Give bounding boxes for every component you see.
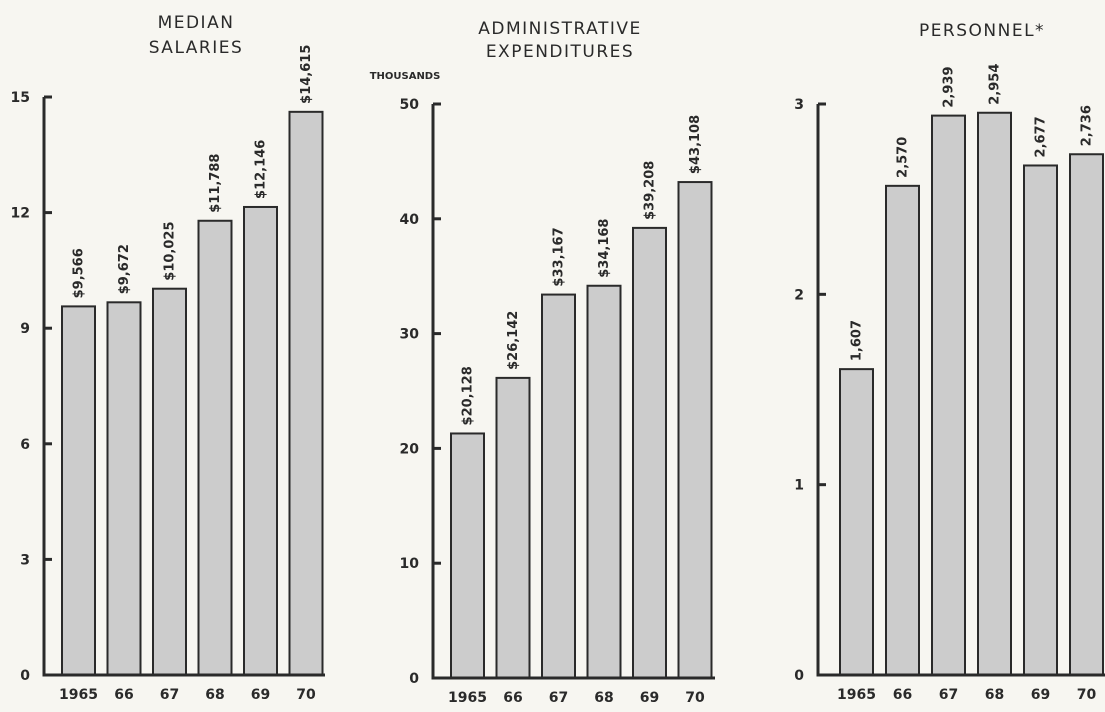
data-label: 1,607 [850,320,865,361]
bar [541,293,576,679]
bar [152,287,187,676]
chart-panel-3: PERSONNEL* 1,607 2,570 2,939 2,954 2,677 2,736… [794,21,1105,703]
chart-panel-1: MEDIAN SALARIES $9,566 $9,672 $10,025 $11,788… [11,13,325,703]
x-tick-label: 1965 [59,687,98,703]
bar [243,205,278,677]
x-tick-label: 69 [1031,687,1050,703]
y-tick-label: 30 [400,327,420,343]
y-tick-label: 6 [20,437,30,453]
y-tick-label: 2 [794,287,804,303]
chart-title-line: EXPENDITURES [486,42,634,62]
y-tick-label: 10 [400,556,420,572]
bar [495,376,531,679]
x-tick-label: 1965 [448,690,487,706]
data-label: $12,146 [254,140,269,199]
y-tick-label: 0 [20,668,30,684]
bar [288,110,324,677]
data-label: $33,167 [552,227,567,286]
bar [586,284,622,679]
x-tick-label: 70 [685,690,705,706]
y-tick-label: 1 [794,478,804,494]
bar [885,184,920,677]
x-tick-label: 68 [205,687,224,703]
x-tick-label: 69 [251,687,270,703]
chart-title-line: SALARIES [149,38,244,58]
data-label: 2,736 [1080,105,1095,146]
bar [977,111,1012,677]
data-label: 2,954 [988,64,1003,105]
bar [1023,164,1058,676]
chart-title-line: ADMINISTRATIVE [478,19,642,39]
y-tick-label: 50 [400,97,420,113]
chart-title-line: MEDIAN [158,13,235,33]
x-tick-label: 68 [985,687,1004,703]
y-tick-label: 3 [20,552,30,568]
data-label: $20,128 [461,366,476,425]
y-tick-label: 9 [20,321,30,337]
bar [197,219,233,676]
bar [450,432,485,680]
data-label: $11,788 [208,154,223,213]
y-tick-label: 40 [400,212,420,228]
bar [1069,153,1104,677]
data-label: $9,672 [117,244,132,294]
data-label: $10,025 [163,221,178,280]
data-label: 2,677 [1034,116,1049,157]
y-tick-label: 3 [794,97,804,113]
bar [632,226,667,680]
y-unit-label: THOUSANDS [370,71,441,82]
x-tick-label: 1965 [837,687,876,703]
bar [61,305,96,676]
data-label: $26,142 [506,311,521,370]
x-tick-label: 68 [594,690,613,706]
x-tick-label: 69 [640,690,659,706]
x-tick-label: 66 [503,690,522,706]
data-label: $34,168 [597,219,612,278]
x-tick-label: 66 [114,687,133,703]
chart-title-line: PERSONNEL* [919,21,1045,41]
y-tick-label: 15 [11,90,30,106]
x-tick-label: 70 [1077,687,1097,703]
bar [839,368,874,676]
bar [677,181,713,679]
x-tick-label: 70 [296,687,316,703]
data-label: $9,566 [72,248,87,298]
y-tick-label: 20 [400,441,420,457]
chart-panel-2: ADMINISTRATIVE EXPENDITURES THOUSANDS $20,1… [370,19,715,706]
x-tick-label: 67 [160,687,179,703]
x-tick-label: 67 [939,687,958,703]
x-tick-label: 67 [549,690,568,706]
data-label: $14,615 [299,45,314,104]
y-tick-label: 0 [794,668,804,684]
data-label: $39,208 [643,161,658,220]
data-label: 2,570 [896,137,911,178]
y-tick-label: 12 [11,206,30,222]
bar [931,114,966,676]
bar [106,301,142,676]
data-label: 2,939 [942,66,957,107]
data-label: $43,108 [688,115,703,174]
x-tick-label: 66 [893,687,912,703]
y-tick-label: 0 [409,671,419,687]
